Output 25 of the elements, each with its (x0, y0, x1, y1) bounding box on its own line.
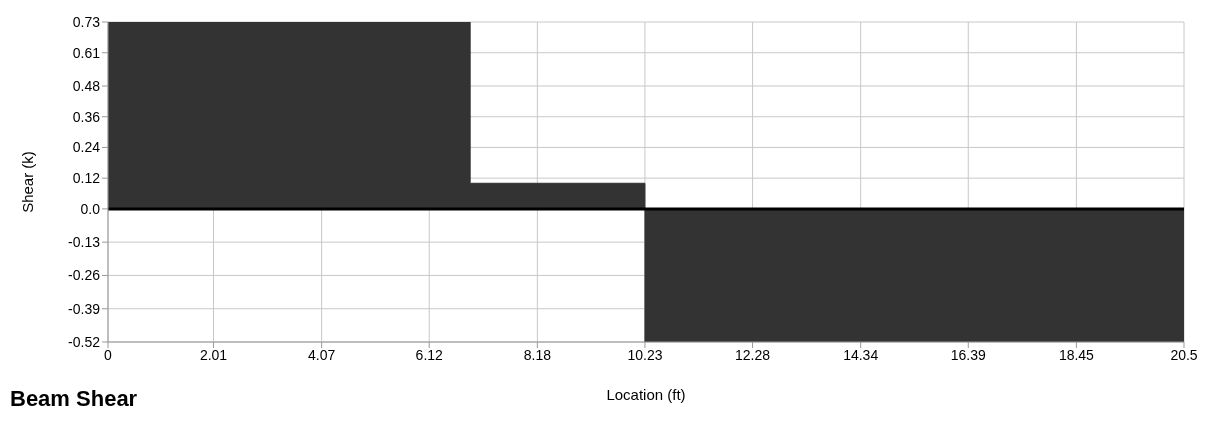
text: Beam Shear (10, 386, 138, 412)
x-axis-title: Location (ft) (606, 386, 686, 403)
x-tick-label: 2.01 (199, 346, 228, 363)
y-tick-label: 0.61 (72, 44, 101, 61)
x-tick-label: 16.39 (950, 346, 986, 363)
y-tick-label: 0.24 (72, 139, 101, 156)
x-tick-label: 0 (104, 346, 113, 363)
x-tick-label: 14.34 (843, 346, 879, 363)
y-tick-label: 0.73 (72, 13, 101, 30)
x-tick-label: 8.18 (523, 346, 552, 363)
x-tick-label: 18.45 (1058, 346, 1095, 363)
x-tick-label: 4.07 (308, 346, 336, 363)
x-tick-label: 6.12 (415, 346, 444, 363)
x-tick-label: 12.28 (735, 346, 771, 363)
x-tick-label: 20.5 (1170, 346, 1198, 363)
y-tick-label: 0.12 (72, 170, 101, 187)
y-tick-label: -0.39 (68, 300, 101, 317)
y-tick-label: 0.48 (72, 77, 101, 94)
y-tick-label: -0.26 (68, 267, 101, 284)
y-tick-label: -0.13 (68, 234, 101, 251)
y-tick-label: 0.0 (80, 200, 101, 217)
y-tick-label: -0.52 (68, 333, 101, 350)
y-axis-title: Shear (k) (19, 151, 37, 213)
y-tick-label: 0.36 (72, 108, 101, 125)
x-tick-label: 10.23 (627, 346, 663, 363)
